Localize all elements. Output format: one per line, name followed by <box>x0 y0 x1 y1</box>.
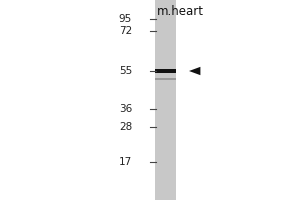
Polygon shape <box>189 67 200 75</box>
Text: m.heart: m.heart <box>157 5 203 18</box>
Text: 17: 17 <box>119 157 132 167</box>
Text: 55: 55 <box>119 66 132 76</box>
Bar <box>154 78 176 80</box>
Text: 72: 72 <box>119 26 132 36</box>
Text: 28: 28 <box>119 122 132 132</box>
Text: 36: 36 <box>119 104 132 114</box>
Text: 95: 95 <box>119 14 132 24</box>
Bar <box>154 0 176 200</box>
Bar <box>154 69 176 73</box>
